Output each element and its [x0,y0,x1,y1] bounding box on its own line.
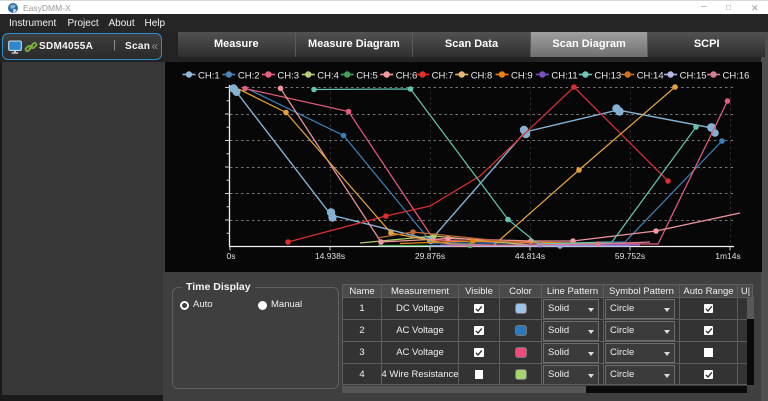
svg-text:14.938s: 14.938s [315,251,345,261]
svg-text:CH:11: CH:11 [551,71,577,82]
svg-text:59.752s: 59.752s [615,251,645,261]
svg-text:CH:4: CH:4 [317,71,339,82]
svg-text:CH:3: CH:3 [277,71,299,82]
svg-text:CH:15: CH:15 [680,71,707,82]
svg-text:CH:1: CH:1 [198,71,220,82]
svg-text:29.876s: 29.876s [415,251,445,261]
svg-text:CH:14: CH:14 [637,71,664,82]
svg-text:CH:9: CH:9 [511,71,533,82]
svg-text:CH:6: CH:6 [396,71,418,82]
svg-text:44.814s: 44.814s [515,251,545,261]
svg-text:CH:16: CH:16 [723,71,750,82]
svg-text:CH:8: CH:8 [471,71,493,82]
svg-text:CH:2: CH:2 [238,71,260,82]
svg-text:0s: 0s [227,251,236,261]
svg-text:CH:13: CH:13 [594,71,621,82]
svg-text:1m14s: 1m14s [715,251,741,261]
svg-text:CH:7: CH:7 [432,71,454,82]
svg-text:CH:5: CH:5 [356,71,378,82]
